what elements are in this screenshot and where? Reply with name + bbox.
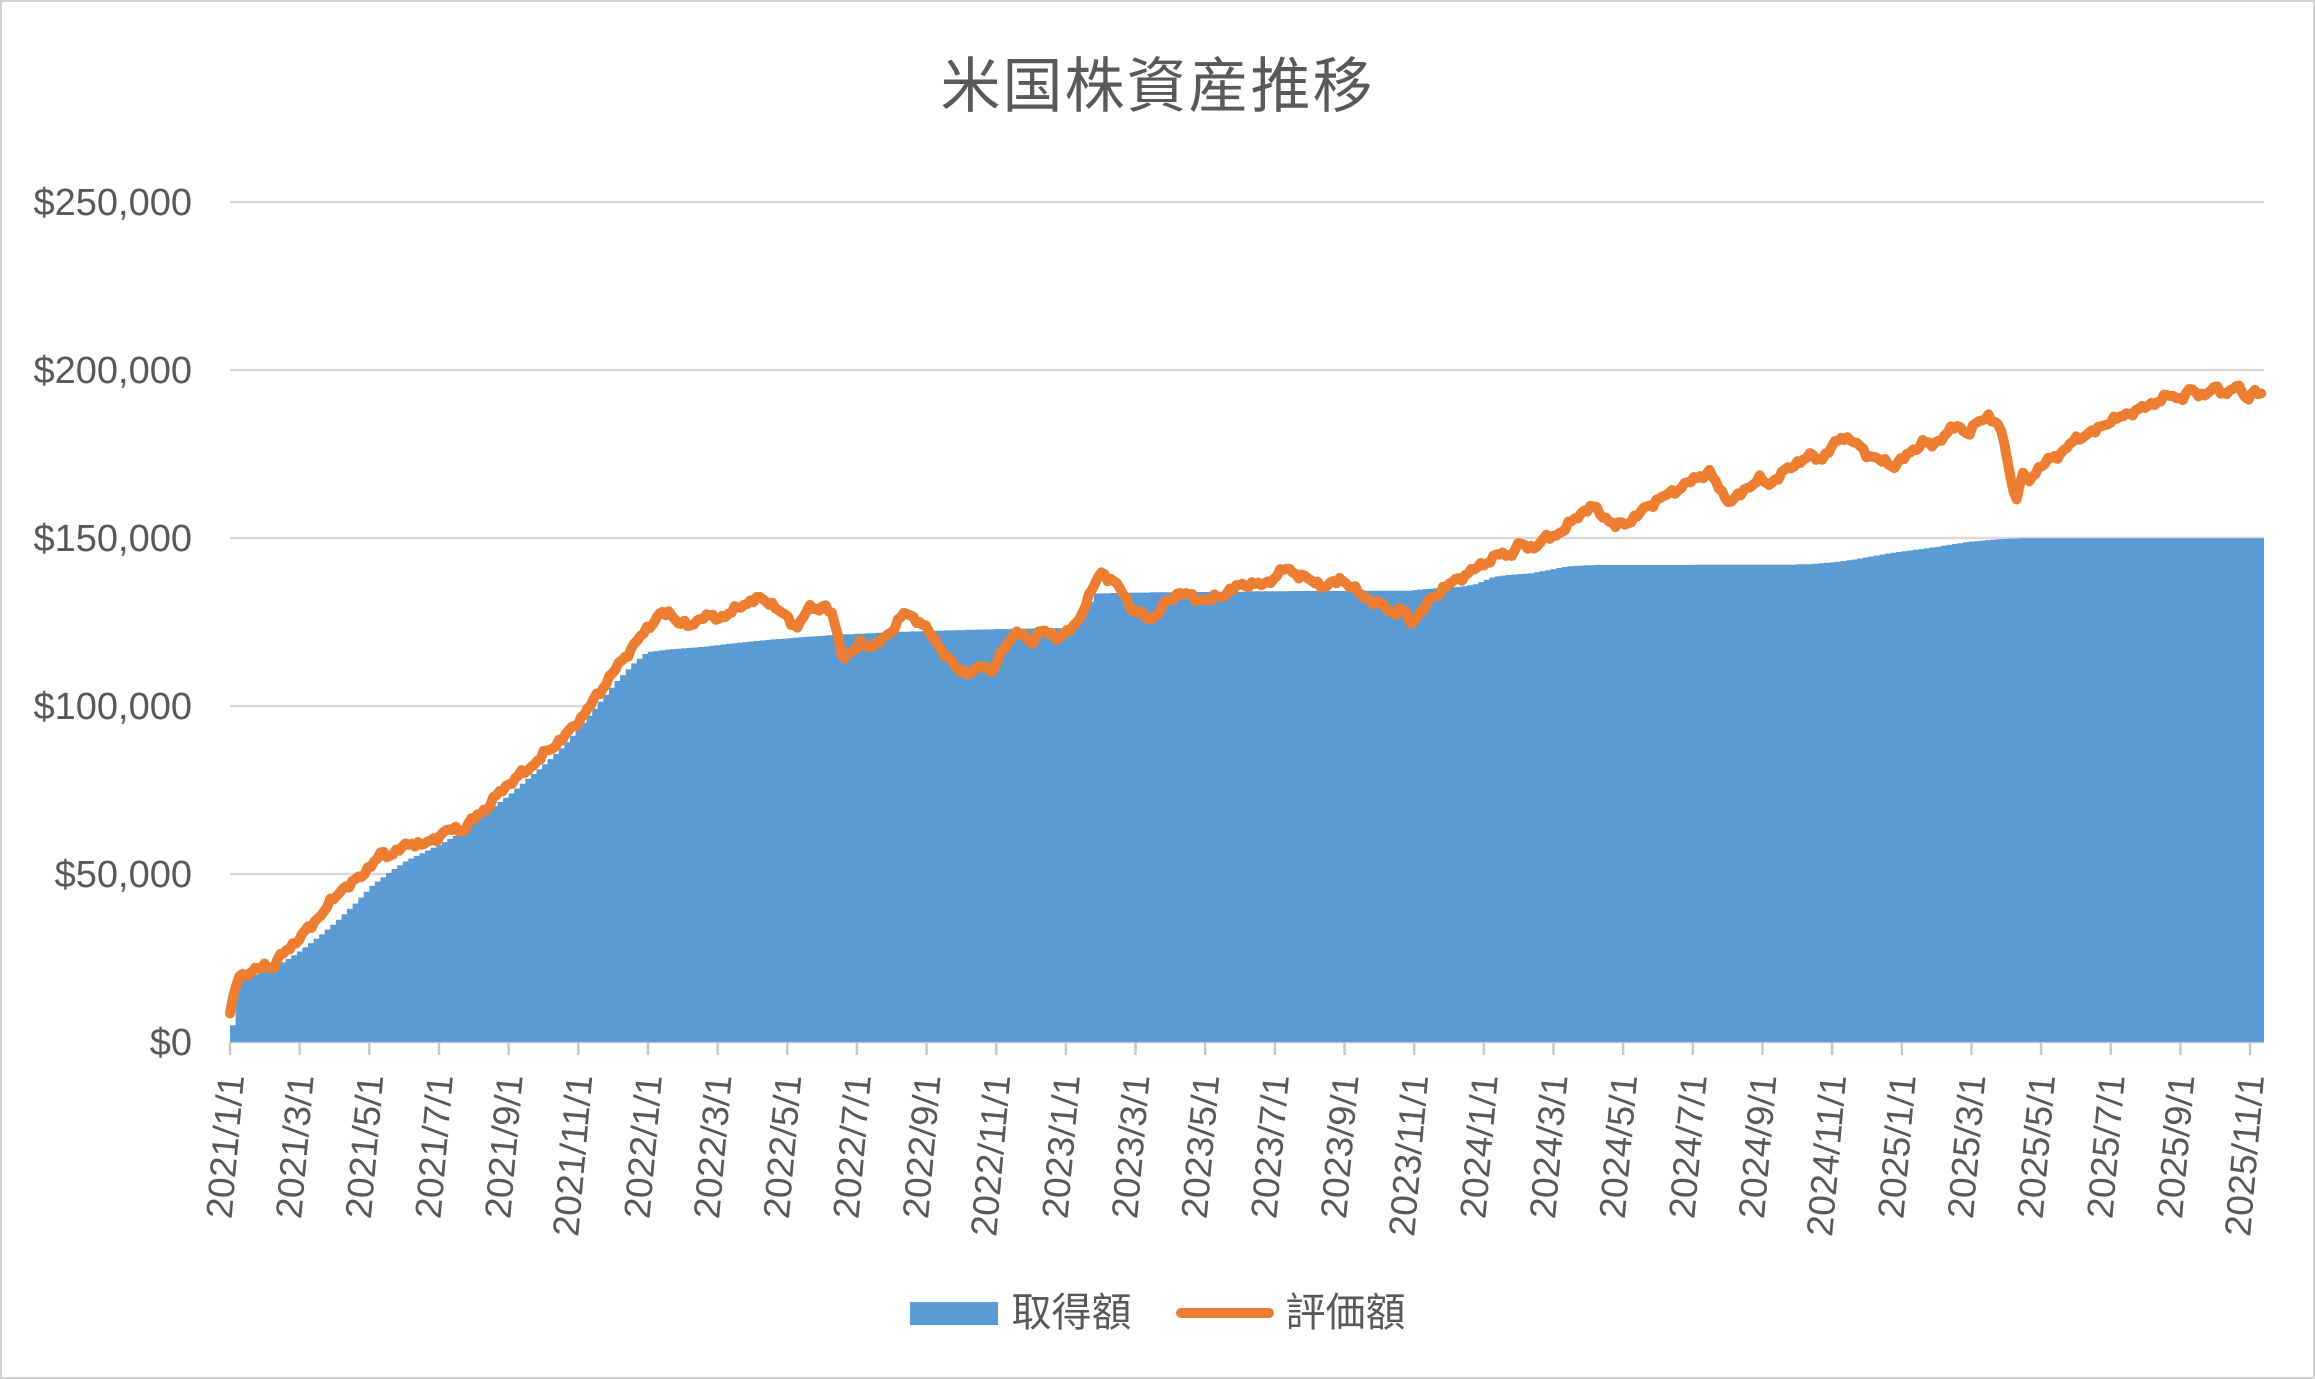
x-axis-label: 2025/3/1	[1940, 1073, 1993, 1220]
x-axis-label: 2022/9/1	[895, 1073, 948, 1220]
x-axis-label: 2021/9/1	[477, 1073, 530, 1220]
legend-item-valuation: 評価額	[1175, 1291, 1406, 1335]
chart-title: 米国株資産推移	[940, 53, 1375, 120]
x-axis-label: 2021/1/1	[199, 1073, 252, 1220]
y-axis-label: $250,000	[34, 182, 193, 224]
acquisition-area-swatch-icon	[909, 1301, 998, 1325]
y-axis-label: $50,000	[55, 854, 192, 896]
valuation-line-swatch-icon	[1175, 1308, 1274, 1318]
y-axis-label: $100,000	[34, 686, 193, 728]
x-axis-label: 2021/5/1	[338, 1073, 391, 1220]
x-axis-label: 2024/11/1	[1799, 1073, 1854, 1238]
x-axis-label: 2022/11/1	[963, 1073, 1018, 1238]
x-axis-label: 2023/5/1	[1174, 1073, 1227, 1220]
y-axis-label: $150,000	[34, 518, 193, 560]
x-axis-label: 2022/1/1	[617, 1073, 670, 1220]
acquisition-area	[230, 538, 2264, 1042]
x-axis-label: 2024/7/1	[1661, 1073, 1714, 1220]
y-axis-label: $200,000	[34, 350, 193, 392]
x-axis-label: 2021/7/1	[408, 1073, 461, 1220]
x-axis-label: 2023/3/1	[1104, 1073, 1157, 1220]
x-axis-label: 2021/11/1	[545, 1073, 600, 1238]
x-axis-label: 2025/7/1	[2079, 1073, 2132, 1220]
x-axis-label: 2021/3/1	[268, 1073, 321, 1220]
x-axis-label: 2023/1/1	[1034, 1073, 1087, 1220]
x-axis-label: 2023/11/1	[1381, 1073, 1436, 1238]
x-axis-label: 2023/7/1	[1243, 1073, 1296, 1220]
legend-label-valuation: 評価額	[1285, 1291, 1406, 1335]
x-axis-label: 2023/9/1	[1313, 1073, 1366, 1220]
x-axis-label: 2022/7/1	[825, 1073, 878, 1220]
x-axis-label: 2024/3/1	[1522, 1073, 1575, 1220]
x-axis-label: 2025/1/1	[1870, 1073, 1923, 1220]
x-axis-label: 2024/9/1	[1731, 1073, 1784, 1220]
x-axis-label: 2024/5/1	[1592, 1073, 1645, 1220]
x-axis-label: 2022/3/1	[686, 1073, 739, 1220]
x-axis-label: 2025/11/1	[2217, 1073, 2272, 1238]
legend-item-acquisition: 取得額	[909, 1291, 1132, 1335]
y-axis-label: $0	[150, 1022, 192, 1064]
x-axis-label: 2024/1/1	[1452, 1073, 1505, 1220]
valuation-line	[225, 380, 2267, 1019]
legend-label-acquisition: 取得額	[1011, 1291, 1132, 1335]
x-axis-label: 2022/5/1	[756, 1073, 809, 1220]
x-axis-label: 2025/5/1	[2010, 1073, 2063, 1220]
x-axis-label: 2025/9/1	[2149, 1073, 2202, 1220]
legend: 取得額 評価額	[2, 1288, 2313, 1338]
